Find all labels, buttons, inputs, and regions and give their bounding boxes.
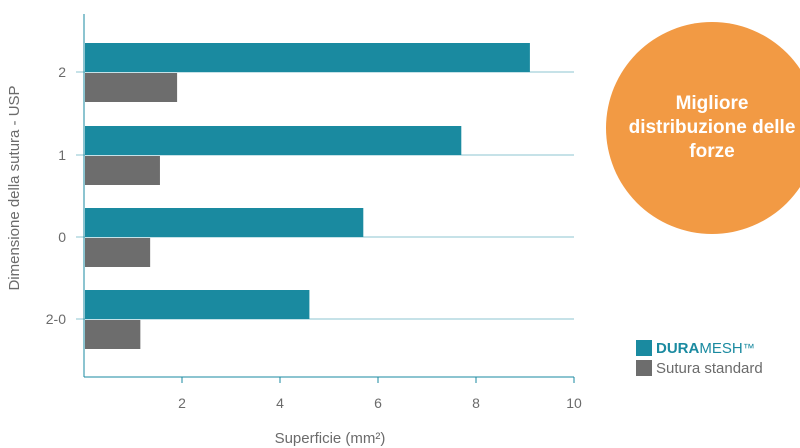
bar-duramesh-0 [85,208,364,237]
bar-duramesh-2-0 [85,290,310,319]
gridlines [76,71,574,320]
bar-standard-2 [85,73,178,102]
x-tick-label: 10 [566,395,582,411]
legend-trademark: ™ [742,341,755,355]
y-tick-label: 0 [58,229,66,245]
y-tick-labels: 2 1 0 2-0 [46,64,66,327]
bar-duramesh-1 [85,126,462,155]
x-tick-label: 4 [276,395,284,411]
x-tick-label: 6 [374,395,382,411]
x-tick-label: 2 [178,395,186,411]
y-axis-title: Dimensione della sutura - USP [6,85,23,290]
x-tick-label: 8 [472,395,480,411]
bar-standard-1 [85,156,160,185]
badge-text: Migliore distribuzione delle forze [628,93,796,162]
highlight-badge: Migliore distribuzione delle forze [606,22,800,234]
x-tick-labels: 2 4 6 8 10 [178,377,582,411]
bar-standard-0 [85,238,151,267]
legend-swatch-duramesh [636,340,652,356]
y-tick-label: 2-0 [46,311,66,327]
legend: DURA MESH ™ Sutura standard [636,338,763,378]
bar-duramesh-2 [85,43,530,72]
bar-standard-2-0 [85,320,141,349]
legend-brand-bold: DURA [656,339,700,357]
legend-brand-rest: MESH [699,339,743,357]
y-tick-label: 1 [58,147,66,163]
legend-label-standard: Sutura standard [656,359,763,377]
y-tick-label: 2 [58,64,66,80]
bars [85,43,530,349]
x-axis-title: Superficie (mm²) [275,430,386,447]
legend-swatch-standard [636,360,652,376]
legend-item-standard: Sutura standard [636,358,763,378]
legend-item-duramesh: DURA MESH ™ [636,338,763,358]
